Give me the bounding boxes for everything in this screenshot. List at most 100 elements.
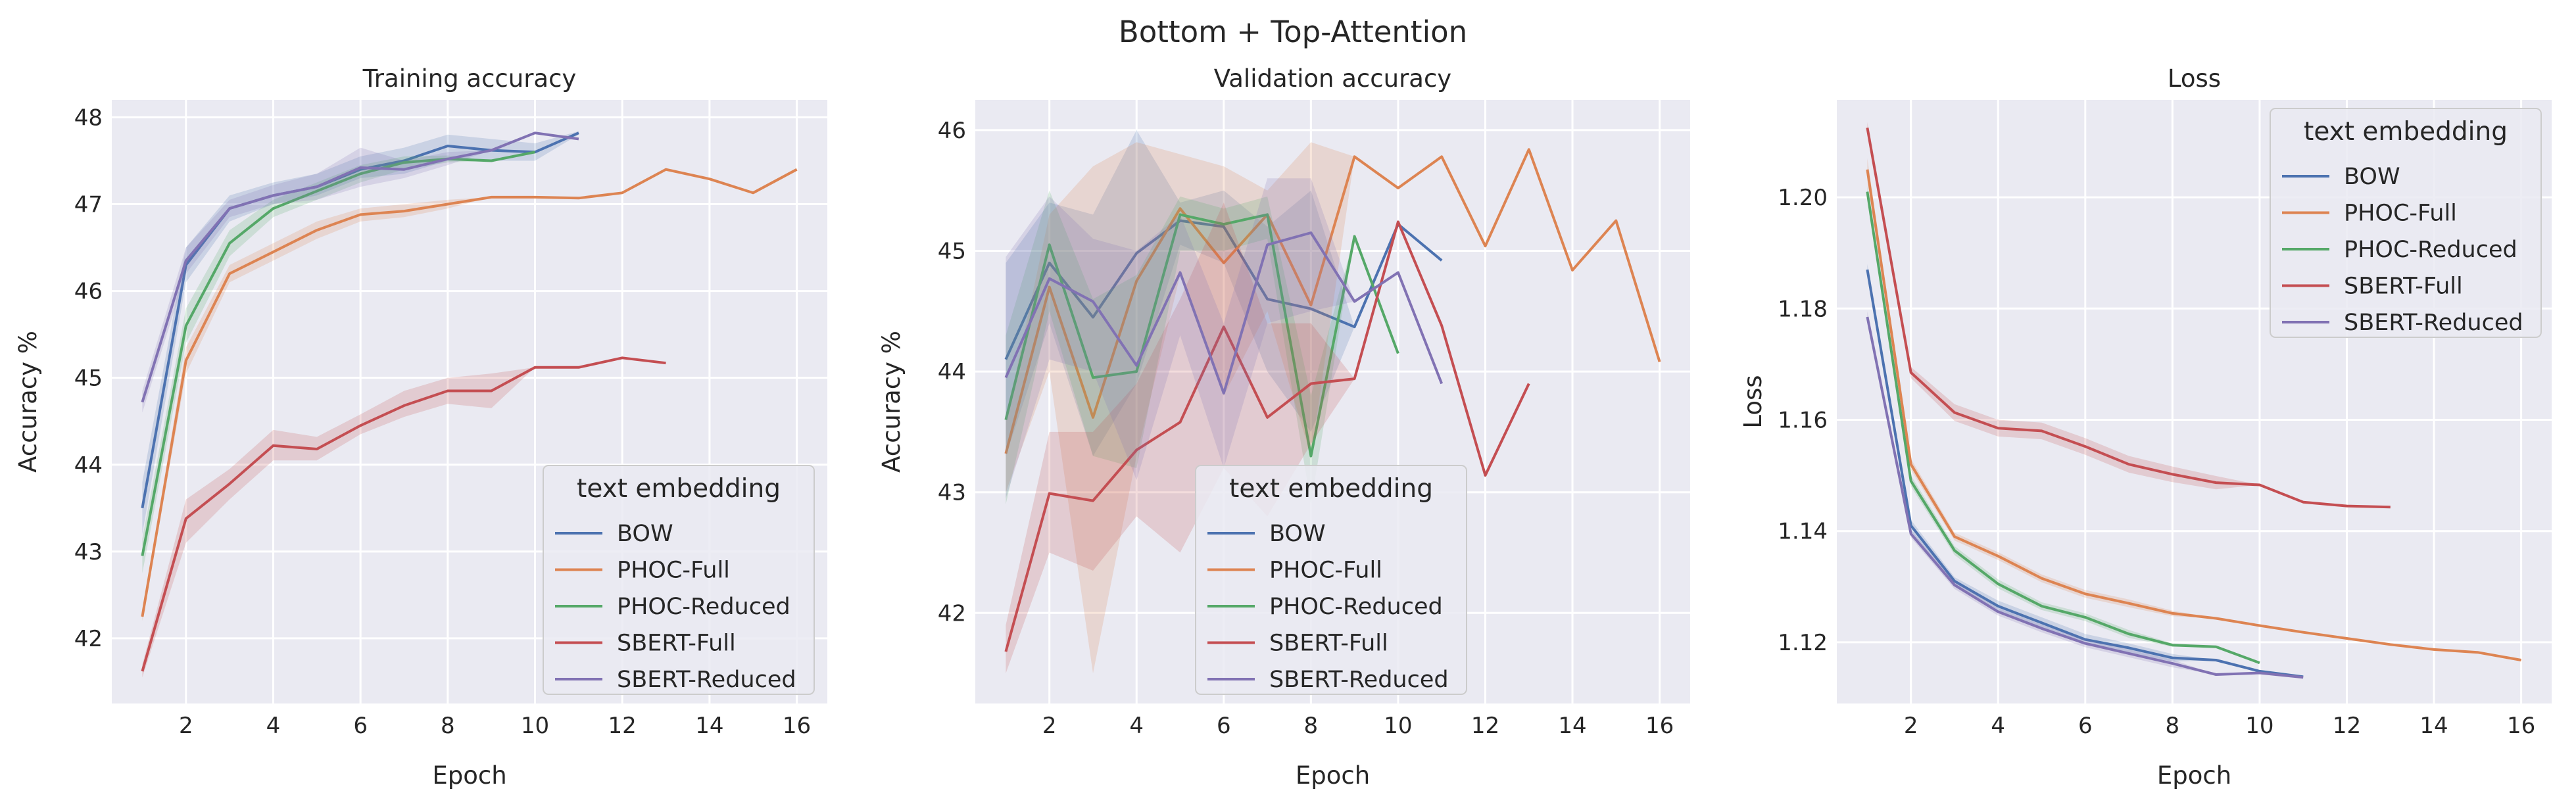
legend-label-phoc-full: PHOC-Full bbox=[2344, 201, 2457, 227]
legend-title: text embedding bbox=[577, 474, 781, 504]
legend: text embedding BOW PHOC-Full PHOC-Reduced SB… bbox=[2270, 108, 2542, 338]
x-tick-label: 2 bbox=[1904, 713, 1918, 739]
x-tick-label: 4 bbox=[266, 713, 281, 739]
confidence-band-sbert-reduced bbox=[1006, 178, 1442, 498]
y-tick-label: 1.16 bbox=[1778, 407, 1828, 433]
y-tick-label: 43 bbox=[74, 539, 103, 565]
x-tick-label: 10 bbox=[1384, 713, 1412, 739]
panel-title: Training accuracy bbox=[362, 64, 577, 93]
series-line-phoc-full bbox=[1866, 169, 2521, 661]
confidence-band-phoc-full bbox=[1006, 142, 1660, 674]
panel-title: Loss bbox=[2168, 64, 2221, 93]
x-tick-label: 14 bbox=[2419, 713, 2448, 739]
x-tick-label: 8 bbox=[1304, 713, 1319, 739]
series-group bbox=[1866, 122, 2521, 679]
x-tick-label: 12 bbox=[608, 713, 637, 739]
legend-label-bow: BOW bbox=[1269, 521, 1326, 547]
panel-title: Validation accuracy bbox=[1214, 64, 1451, 93]
confidence-band-sbert-full bbox=[1006, 202, 1529, 674]
x-axis-label: Epoch bbox=[2157, 761, 2231, 790]
x-tick-label: 10 bbox=[521, 713, 549, 739]
legend-title: text embedding bbox=[1229, 474, 1433, 504]
legend-label-phoc-reduced: PHOC-Reduced bbox=[2344, 237, 2517, 263]
series-line-phoc-reduced bbox=[1866, 191, 2260, 665]
x-tick-label: 16 bbox=[783, 713, 811, 739]
legend-label-sbert-reduced: SBERT-Reduced bbox=[1269, 667, 1449, 693]
x-axis-label: Epoch bbox=[432, 761, 506, 790]
confidence-band-sbert-full bbox=[142, 358, 666, 678]
legend-label-bow: BOW bbox=[617, 521, 673, 547]
legend-box bbox=[2270, 108, 2542, 338]
legend-box bbox=[543, 465, 815, 695]
x-tick-label: 12 bbox=[2333, 713, 2361, 739]
x-tick-label: 4 bbox=[1991, 713, 2005, 739]
x-tick-label: 16 bbox=[2507, 713, 2535, 739]
y-axis-label: Accuracy % bbox=[877, 331, 906, 473]
figure-suptitle: Bottom + Top-Attention bbox=[1119, 14, 1467, 49]
y-tick-label: 42 bbox=[938, 600, 966, 627]
series-line-phoc-reduced bbox=[141, 151, 535, 556]
x-tick-label: 6 bbox=[353, 713, 368, 739]
legend-label-sbert-reduced: SBERT-Reduced bbox=[617, 667, 796, 693]
y-tick-label: 1.12 bbox=[1778, 630, 1828, 656]
legend-label-phoc-reduced: PHOC-Reduced bbox=[617, 594, 790, 620]
legend-label-bow: BOW bbox=[2344, 164, 2400, 190]
series-line-sbert-full bbox=[1866, 127, 2391, 509]
y-tick-label: 48 bbox=[74, 105, 103, 131]
y-tick-label: 45 bbox=[74, 366, 103, 392]
y-tick-label: 46 bbox=[938, 118, 966, 144]
series-line-sbert-reduced bbox=[1866, 316, 2304, 679]
series-line-phoc-reduced bbox=[1004, 213, 1399, 458]
legend: text embedding BOW PHOC-Full PHOC-Reduced SB… bbox=[1195, 465, 1467, 695]
legend-label-sbert-reduced: SBERT-Reduced bbox=[2344, 310, 2523, 336]
y-tick-label: 1.14 bbox=[1778, 519, 1828, 545]
x-tick-label: 4 bbox=[1129, 713, 1144, 739]
x-tick-label: 14 bbox=[1558, 713, 1586, 739]
y-tick-label: 44 bbox=[74, 452, 103, 479]
y-tick-label: 46 bbox=[74, 279, 103, 305]
series-line-phoc-full bbox=[141, 168, 798, 617]
series-line-sbert-full bbox=[141, 356, 666, 672]
y-tick-label: 43 bbox=[938, 480, 966, 506]
confidence-band-phoc-reduced bbox=[1006, 190, 1398, 505]
legend-label-phoc-full: PHOC-Full bbox=[1269, 558, 1382, 584]
y-tick-label: 47 bbox=[74, 192, 103, 218]
x-tick-label: 12 bbox=[1471, 713, 1499, 739]
x-tick-label: 6 bbox=[1217, 713, 1231, 739]
y-tick-label: 44 bbox=[938, 359, 966, 385]
x-tick-label: 6 bbox=[2078, 713, 2093, 739]
series-line-sbert-full bbox=[1004, 220, 1530, 652]
series-line-sbert-reduced bbox=[1004, 231, 1444, 395]
legend-label-phoc-reduced: PHOC-Reduced bbox=[1269, 594, 1443, 620]
y-tick-label: 42 bbox=[74, 626, 103, 652]
x-axis-label: Epoch bbox=[1296, 761, 1370, 790]
x-tick-label: 14 bbox=[695, 713, 723, 739]
x-tick-label: 8 bbox=[2166, 713, 2180, 739]
x-tick-label: 10 bbox=[2245, 713, 2273, 739]
y-tick-label: 1.18 bbox=[1778, 296, 1828, 322]
x-tick-label: 8 bbox=[441, 713, 455, 739]
x-tick-label: 2 bbox=[179, 713, 193, 739]
x-tick-label: 2 bbox=[1042, 713, 1057, 739]
series-group bbox=[141, 131, 798, 678]
legend-label-sbert-full: SBERT-Full bbox=[2344, 274, 2463, 300]
series-line-sbert-reduced bbox=[141, 131, 579, 403]
y-axis-label: Accuracy % bbox=[14, 331, 42, 473]
y-tick-label: 45 bbox=[938, 239, 966, 265]
series-line-phoc-full bbox=[1004, 148, 1661, 454]
y-tick-label: 1.20 bbox=[1778, 185, 1828, 211]
legend-label-sbert-full: SBERT-Full bbox=[617, 631, 736, 657]
legend: text embedding BOW PHOC-Full PHOC-Reduced SB… bbox=[543, 465, 815, 695]
legend-title: text embedding bbox=[2304, 117, 2508, 147]
x-tick-label: 16 bbox=[1645, 713, 1674, 739]
legend-box bbox=[1195, 465, 1467, 695]
panel-loss: 2 4 6 8 10 12 14 16 1.12 1.14 1.16 1.18 1.20 Loss Epoc… bbox=[1739, 64, 2552, 790]
legend-label-phoc-full: PHOC-Full bbox=[617, 558, 730, 584]
y-axis-label: Loss bbox=[1739, 375, 1767, 428]
series-group bbox=[1004, 130, 1661, 674]
legend-label-sbert-full: SBERT-Full bbox=[1269, 631, 1388, 657]
series-line-bow bbox=[1866, 269, 2304, 679]
